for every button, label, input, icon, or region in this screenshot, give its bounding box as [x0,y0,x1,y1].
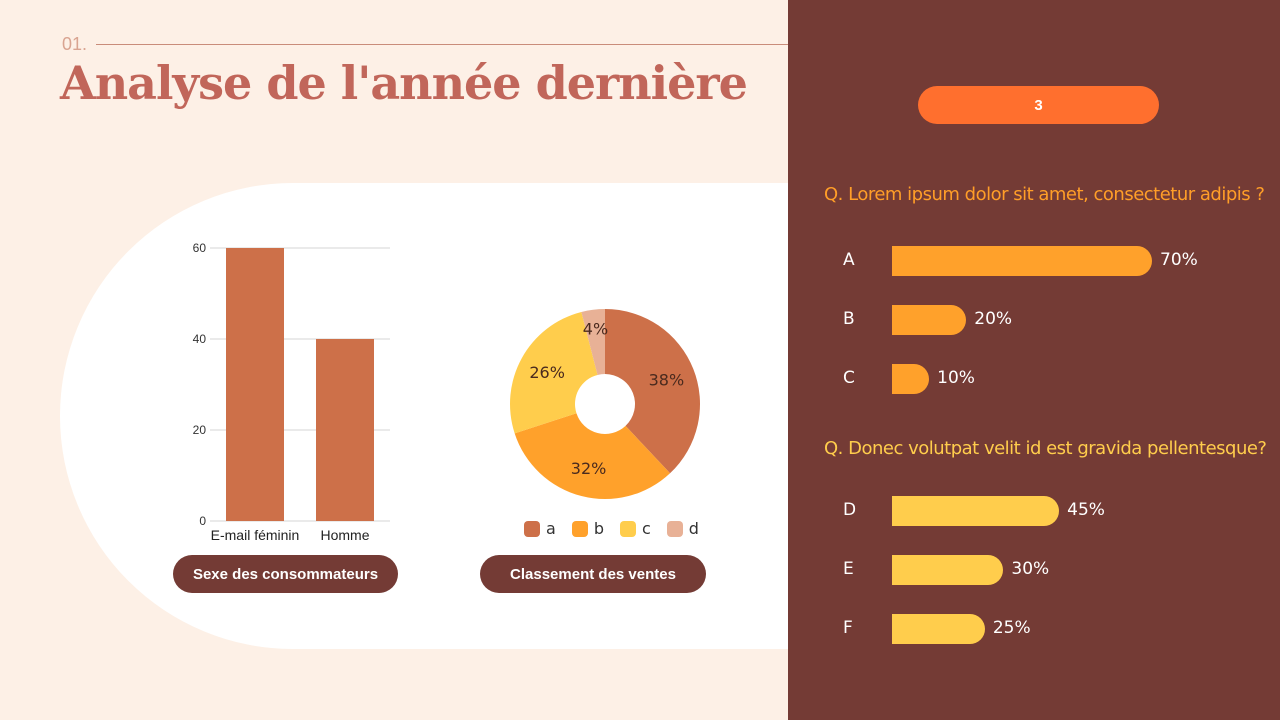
header-divider [96,44,790,45]
option-bar-a [892,246,1152,276]
legend-swatch [619,520,636,537]
legend-item-a: a [524,519,556,538]
option-bar-b [892,305,967,335]
option-label-c: C [843,368,855,388]
bar-chart: 0 20 40 60 E-mail féminin Homme [193,241,390,543]
option-bar-d [892,496,1060,526]
pie-data-label: 26% [529,363,565,382]
pie-data-label: 32% [571,459,607,478]
option-value-a: 70% [1160,250,1198,270]
option-bar-c [892,364,930,394]
legend-item-b: b [571,519,604,538]
pie-legend: a b c d [524,519,699,538]
bar-chart-caption: Sexe des consommateurs [173,555,398,593]
question-1: Q. Lorem ipsum dolor sit amet, consectet… [824,184,1265,205]
legend-swatch [524,520,540,537]
y-tick-label: 20 [193,423,207,437]
legend-swatch [666,520,683,537]
option-value-f: 25% [992,618,1031,638]
option-value-b: 20% [974,309,1013,329]
bar [316,339,374,521]
pie-slice-d [581,309,605,375]
pie-chart-caption: Classement des ventes [480,555,706,593]
option-label-e: E [843,559,854,579]
page-title: Analyse de l'année dernière [60,56,748,110]
donut-chart: 38% 32% 26% 4% [510,309,700,499]
y-tick-label: 60 [193,241,207,255]
question-counter-badge: 3 [918,86,1159,124]
legend-swatch [571,520,588,537]
slide-number: 01. [62,34,88,54]
legend-label: a [546,519,556,538]
pie-data-label: 38% [649,371,685,390]
legend-item-c: c [619,519,651,538]
option-label-d: D [843,500,857,520]
x-tick-label: Homme [320,527,369,543]
option-bar-e [892,555,1004,585]
option-value-d: 45% [1067,500,1105,520]
option-label-b: B [843,309,855,329]
bar [226,248,284,521]
option-bar-f [892,614,985,644]
pie-data-label: 4% [583,320,608,339]
pie-slice-b [514,413,671,499]
option-value-e: 30% [1011,559,1050,579]
legend-label: c [641,519,651,538]
y-tick-label: 0 [199,514,206,528]
option-value-c: 10% [937,368,975,388]
pie-slice-a [605,309,700,474]
pie-slice-c [510,311,598,434]
x-tick-label: E-mail féminin [211,527,300,543]
option-label-f: F [843,618,853,638]
option-label-a: A [843,250,855,270]
legend-item-d: d [666,519,699,538]
legend-label: b [593,519,604,538]
question-2: Q. Donec volutpat velit id est gravida p… [824,438,1267,459]
legend-label: d [688,519,699,538]
y-tick-label: 40 [193,332,207,346]
